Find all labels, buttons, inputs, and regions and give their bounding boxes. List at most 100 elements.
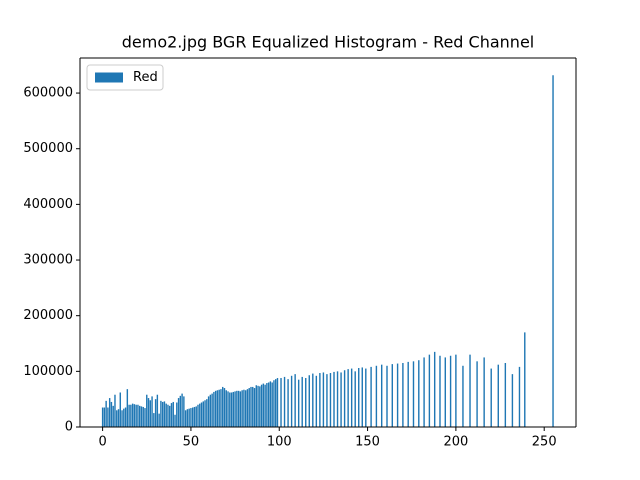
bar (158, 413, 160, 427)
bar (269, 381, 272, 427)
bar (483, 357, 485, 427)
bar (449, 355, 452, 427)
x-tick-label: 50 (183, 435, 200, 450)
x-tick-label: 100 (267, 435, 292, 450)
bar (177, 398, 180, 427)
bar (350, 368, 353, 427)
bar (101, 407, 104, 427)
bar (133, 404, 136, 427)
bar (343, 370, 346, 427)
bar (195, 406, 197, 427)
bar (183, 396, 185, 427)
bar (490, 368, 492, 427)
bar (218, 389, 220, 427)
bar (142, 406, 144, 427)
y-tick-label: 600000 (23, 86, 73, 101)
y-tick-label: 0 (65, 420, 73, 435)
bar (391, 364, 394, 427)
bar (170, 403, 173, 427)
bar (174, 414, 176, 427)
legend-label: Red (133, 70, 158, 85)
bar (283, 376, 286, 427)
bar (151, 396, 153, 427)
bar (326, 374, 328, 427)
bar (511, 374, 514, 427)
bar (131, 403, 134, 427)
chart-title: demo2.jpg BGR Equalized Histogram - Red … (122, 33, 534, 52)
bar (259, 386, 261, 427)
bar (241, 390, 243, 427)
bar (191, 407, 194, 427)
bar (119, 392, 121, 427)
bar (105, 400, 107, 427)
bar (280, 378, 282, 427)
bar (243, 389, 245, 427)
bar (340, 372, 342, 427)
bar (275, 379, 277, 427)
bar (248, 388, 250, 427)
bar (121, 410, 123, 427)
bar (244, 390, 247, 427)
bar (423, 357, 425, 427)
bar (161, 401, 164, 427)
bar (418, 360, 420, 427)
bar (497, 364, 499, 427)
bar (204, 400, 206, 427)
bar (135, 404, 137, 427)
bar (455, 354, 457, 427)
bar (117, 409, 120, 427)
bar (225, 390, 227, 427)
bar (229, 392, 231, 427)
y-tick-label: 500000 (23, 141, 73, 156)
bar (146, 394, 148, 427)
bar (294, 374, 296, 427)
bar (524, 332, 526, 427)
bar (144, 408, 146, 427)
bar (207, 396, 210, 427)
bar (375, 365, 378, 427)
bar (365, 368, 367, 427)
bar (370, 366, 372, 427)
bar (504, 362, 507, 427)
bar (200, 402, 203, 427)
bar (103, 407, 106, 427)
bar (184, 410, 187, 427)
bar (290, 375, 293, 427)
bar (402, 362, 404, 427)
bar (333, 371, 335, 427)
bar (126, 389, 129, 427)
bar (163, 401, 166, 427)
bar (336, 371, 339, 427)
bar (301, 376, 303, 427)
x-tick-label: 250 (532, 435, 557, 450)
bar (147, 398, 150, 427)
bar (167, 404, 169, 427)
bar (124, 407, 127, 427)
bar (197, 404, 199, 427)
y-tick-label: 100000 (23, 364, 73, 379)
bar (202, 401, 204, 427)
bar (319, 373, 321, 427)
bar (305, 378, 307, 427)
bar (412, 361, 415, 427)
bar (354, 371, 356, 427)
bar (214, 390, 217, 427)
bar (160, 400, 162, 427)
bar (222, 386, 224, 427)
bar (128, 404, 130, 427)
bar (237, 390, 240, 427)
bar (172, 401, 174, 427)
bar (380, 364, 383, 427)
bar (116, 410, 118, 427)
bar (234, 391, 236, 427)
bar (216, 390, 219, 427)
bar (154, 399, 157, 427)
bar (518, 366, 521, 427)
bar (181, 393, 183, 427)
bar (297, 379, 300, 427)
x-tick-label: 0 (98, 435, 106, 450)
bar (260, 384, 263, 427)
bar (130, 404, 132, 427)
bar (232, 391, 235, 427)
